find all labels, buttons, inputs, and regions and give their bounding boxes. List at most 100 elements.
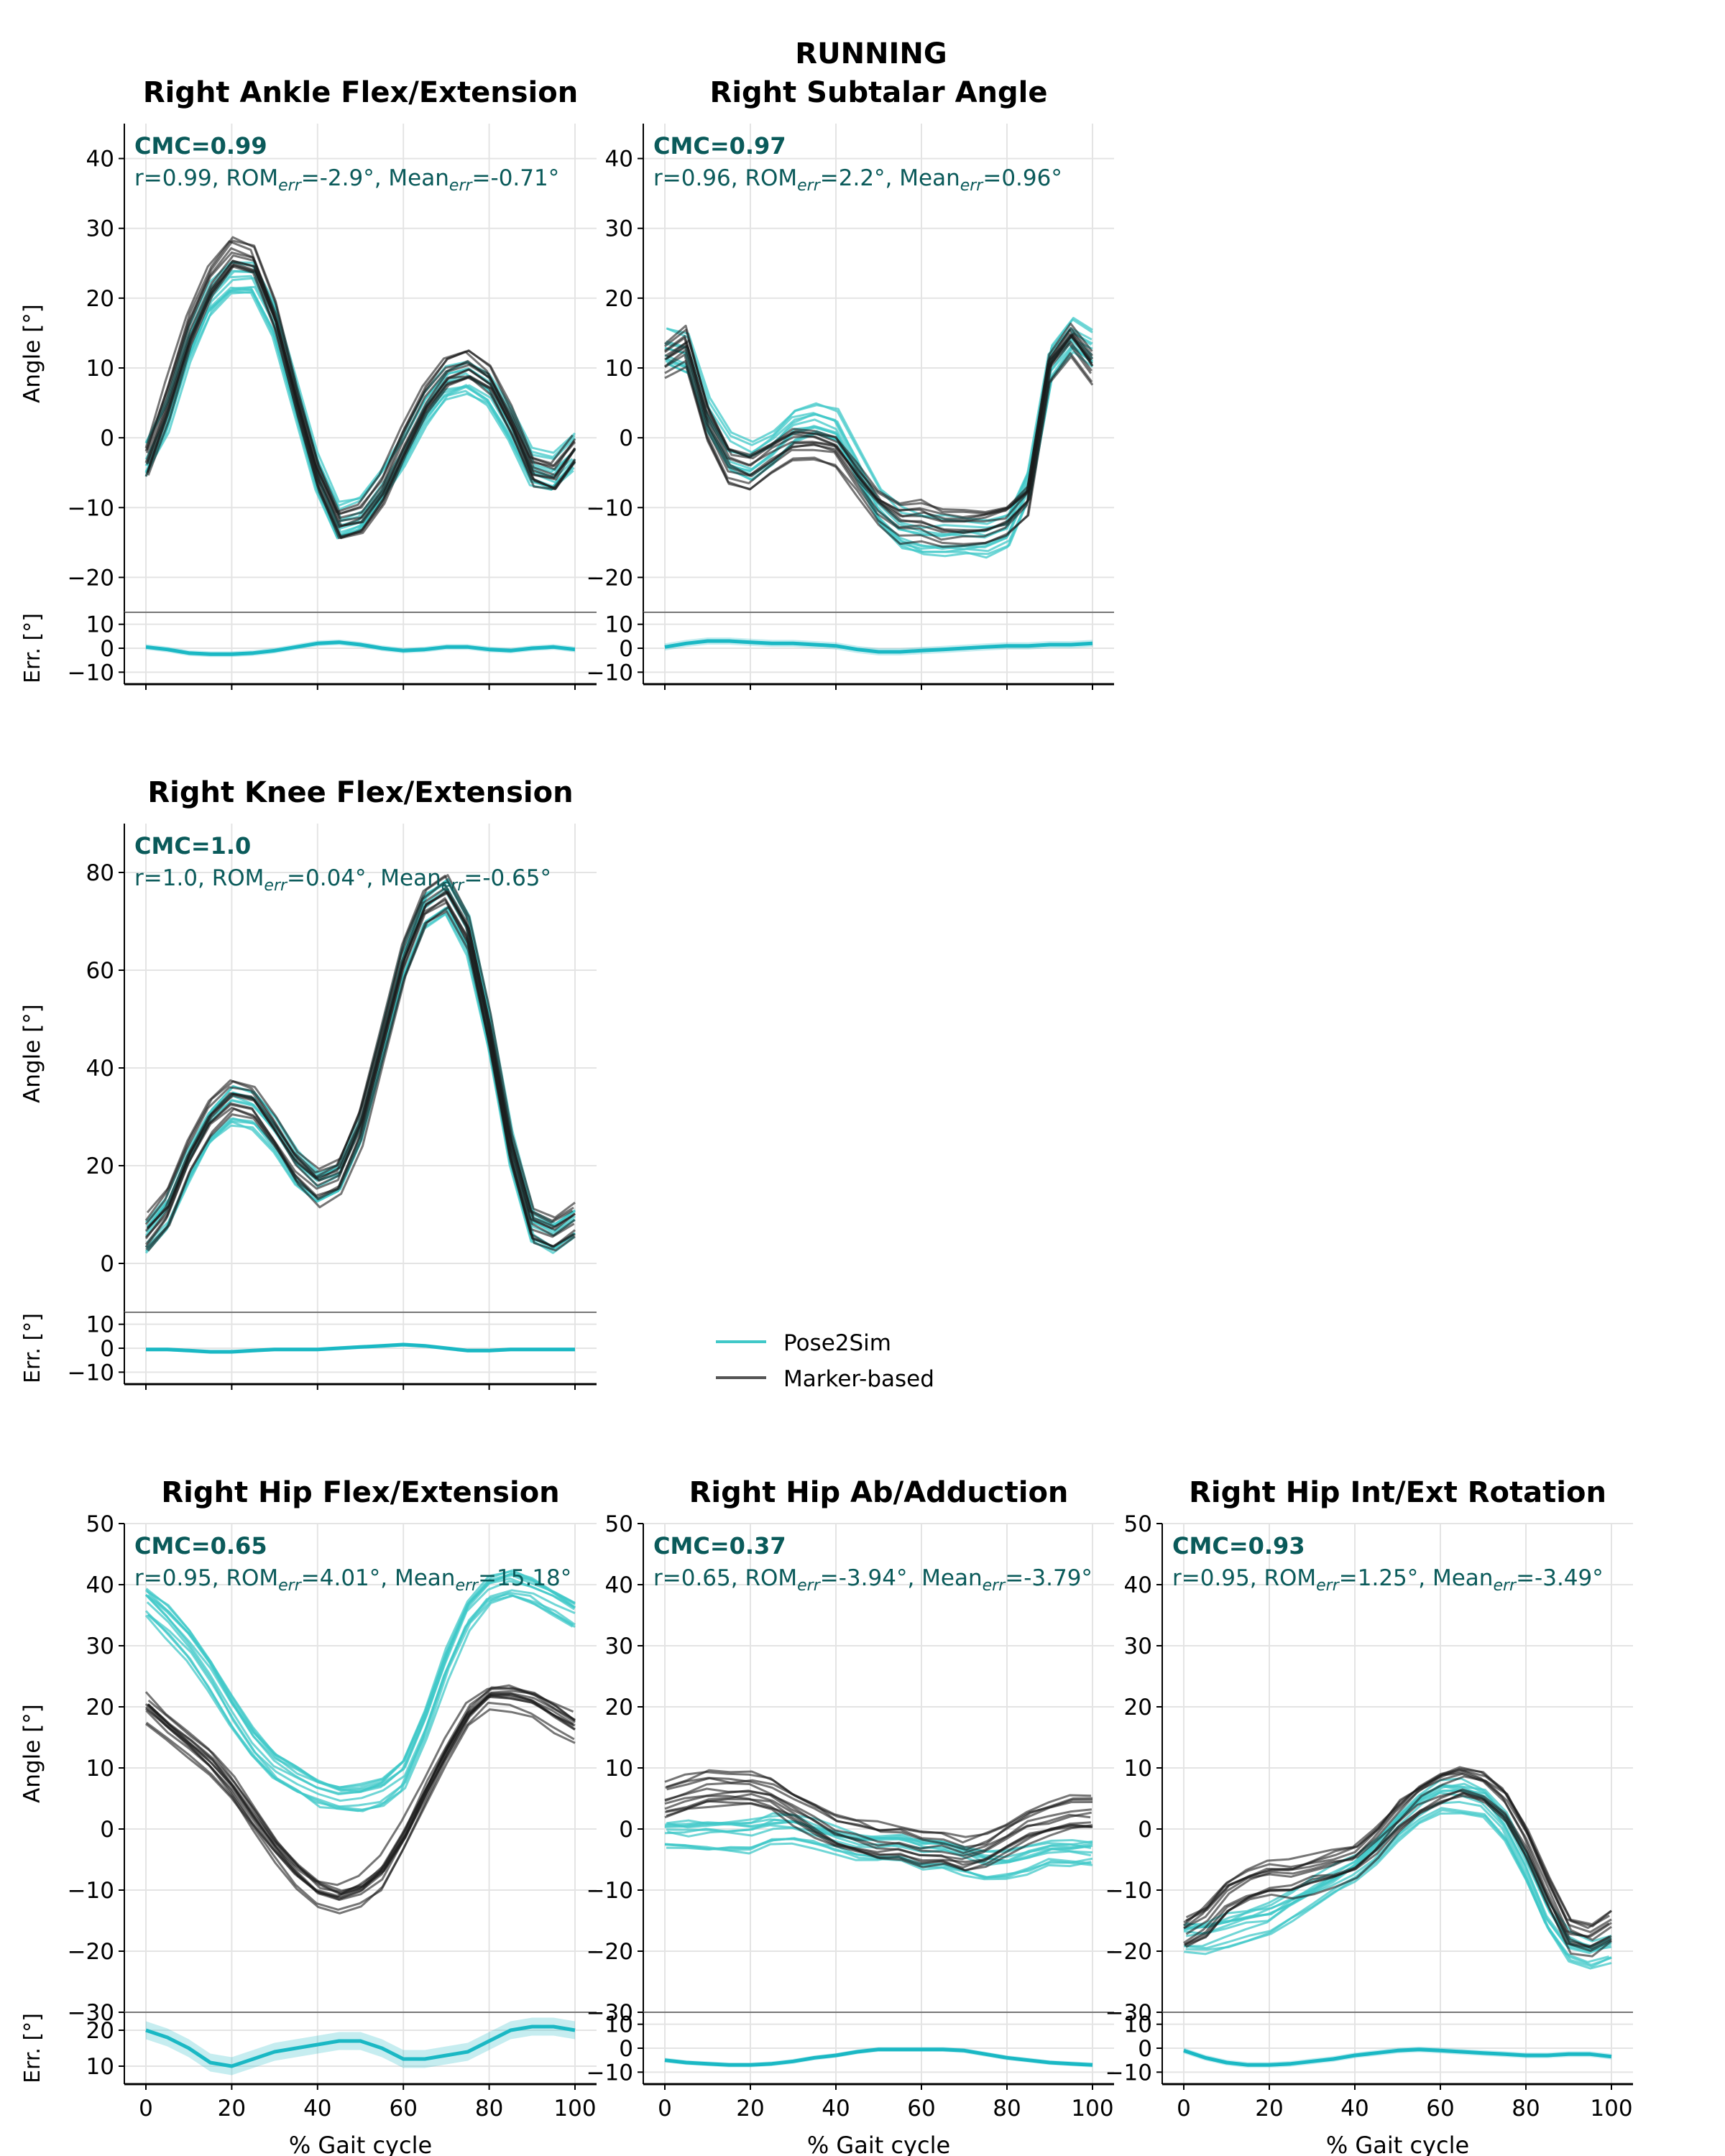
stats-line: r=0.95, ROMerr=4.01°, Meanerr=15.18° — [134, 1565, 571, 1595]
y-tick-label: 40 — [605, 147, 633, 172]
y-tick-label: 40 — [86, 1056, 114, 1082]
panel-hipab: Right Hip Ab/Adduction−30−20−10010203040… — [586, 1476, 1114, 2156]
pose2sim-trial-line — [147, 881, 576, 1227]
x-tick-label: 80 — [475, 2096, 503, 2122]
pose2sim-trial-line — [664, 1842, 1092, 1881]
err-y-tick-label: −10 — [586, 660, 633, 686]
y-tick-label: 30 — [1124, 1634, 1152, 1659]
marker-trial-line — [146, 236, 576, 515]
pose2sim-trial-line — [666, 316, 1093, 522]
pose2sim-trial-line — [146, 878, 576, 1233]
x-tick-label: 60 — [907, 2096, 935, 2122]
pose2sim-trial-line — [144, 907, 575, 1253]
cmc-value: CMC=1.0 — [134, 832, 251, 860]
panel-title: Right Ankle Flex/Extension — [143, 76, 578, 109]
y-tick-label: −10 — [1105, 1878, 1152, 1904]
y-tick-label: 20 — [86, 286, 114, 312]
x-tick-label: 100 — [1071, 2096, 1113, 2122]
pose2sim-trial-line — [144, 1593, 574, 1812]
cmc-value: CMC=0.97 — [653, 132, 786, 160]
error-mean-line — [1183, 2047, 1612, 2067]
marker-trial-line — [144, 882, 574, 1225]
y-tick-label: 40 — [86, 147, 114, 172]
y-tick-label: 0 — [619, 425, 633, 451]
marker-trial-line — [145, 239, 576, 519]
panel-ankle: Right Ankle Flex/Extension−20−1001020304… — [19, 76, 597, 690]
marker-trial-line — [1183, 1772, 1612, 1938]
y-tick-label: 80 — [86, 860, 114, 886]
marker-trial-line — [144, 265, 576, 540]
marker-trial-line — [145, 910, 576, 1250]
pose2sim-trial-line — [147, 877, 576, 1227]
pose2sim-trial-line — [146, 906, 576, 1250]
marker-trial-line — [1182, 1766, 1610, 1930]
y-tick-label: 40 — [605, 1572, 633, 1598]
marker-trial-line — [144, 1684, 574, 1886]
x-tick-label: 60 — [1426, 2096, 1454, 2122]
x-tick-label: 0 — [139, 2096, 153, 2122]
pose2sim-trial-line — [1185, 1784, 1612, 1948]
pose2sim-trial-line — [144, 912, 575, 1251]
y-tick-label: −30 — [586, 2000, 633, 2026]
err-y-tick-label: −10 — [68, 1360, 114, 1386]
y-tick-label: 30 — [86, 1634, 114, 1659]
pose2sim-trial-line — [666, 1826, 1093, 1866]
cmc-value: CMC=0.65 — [134, 1532, 267, 1560]
pose2sim-trial-line — [145, 886, 576, 1237]
marker-trial-line — [144, 247, 576, 515]
x-axis-label: % Gait cycle — [289, 2132, 432, 2156]
marker-trial-line — [144, 1695, 575, 1899]
err-y-tick-label: −10 — [1105, 2060, 1152, 2086]
y-tick-label: 0 — [100, 1817, 114, 1843]
marker-trial-line — [144, 898, 575, 1240]
err-y-tick-label: 0 — [100, 1336, 114, 1362]
err-y-tick-label: 0 — [619, 2036, 633, 2062]
marker-trial-line — [664, 333, 1094, 523]
panel-title: Right Subtalar Angle — [710, 76, 1048, 109]
marker-trial-line — [664, 1782, 1092, 1854]
y-tick-label: 30 — [605, 216, 633, 242]
marker-trial-line — [144, 1695, 574, 1897]
stats-line: r=1.0, ROMerr=0.04°, Meanerr=-0.65° — [134, 865, 551, 895]
x-tick-label: 20 — [218, 2096, 246, 2122]
marker-trial-line — [664, 340, 1092, 533]
pose2sim-trial-line — [144, 890, 576, 1237]
y-tick-label: 0 — [100, 425, 114, 451]
stats-line: r=0.95, ROMerr=1.25°, Meanerr=-3.49° — [1172, 1565, 1604, 1595]
y-tick-label: −10 — [68, 495, 114, 521]
figure-title: RUNNING — [795, 37, 947, 70]
marker-trial-line — [145, 1692, 576, 1901]
err-y-tick-label: 10 — [1124, 2012, 1152, 2038]
marker-trial-line — [145, 1708, 576, 1915]
x-tick-label: 0 — [1177, 2096, 1191, 2122]
y-tick-label: 40 — [86, 1572, 114, 1598]
cmc-value: CMC=0.93 — [1172, 1532, 1305, 1560]
err-y-tick-label: −10 — [586, 2060, 633, 2086]
err-y-tick-label: 0 — [619, 636, 633, 662]
x-axis-label: % Gait cycle — [807, 2132, 950, 2156]
marker-trial-line — [145, 259, 576, 528]
err-y-tick-label: 10 — [86, 1312, 114, 1338]
y-tick-label: −10 — [586, 495, 633, 521]
marker-trial-line — [147, 262, 576, 528]
marker-trial-line — [664, 352, 1093, 545]
stats-line: r=0.96, ROMerr=2.2°, Meanerr=0.96° — [653, 165, 1062, 195]
panels: Right Ankle Flex/Extension−20−1001020304… — [19, 76, 1633, 2156]
pose2sim-trial-line — [147, 1569, 576, 1792]
y-tick-label: 50 — [86, 1511, 114, 1537]
y-tick-label: 20 — [86, 1695, 114, 1720]
cmc-value: CMC=0.37 — [653, 1532, 786, 1560]
y-tick-label: −20 — [586, 565, 633, 591]
x-tick-label: 0 — [658, 2096, 672, 2122]
y-tick-label: 30 — [605, 1634, 633, 1659]
legend-marker-label: Marker-based — [783, 1366, 934, 1392]
panel-title: Right Knee Flex/Extension — [147, 776, 573, 809]
y-tick-label: −20 — [1105, 1939, 1152, 1965]
cmc-value: CMC=0.99 — [134, 132, 267, 160]
y-tick-label: −30 — [68, 2000, 114, 2026]
legend-pose2sim-label: Pose2Sim — [783, 1330, 891, 1356]
stats-line: r=0.99, ROMerr=-2.9°, Meanerr=-0.71° — [134, 165, 559, 195]
err-y-tick-label: 20 — [86, 2018, 114, 2044]
pose2sim-trial-line — [146, 1589, 576, 1802]
